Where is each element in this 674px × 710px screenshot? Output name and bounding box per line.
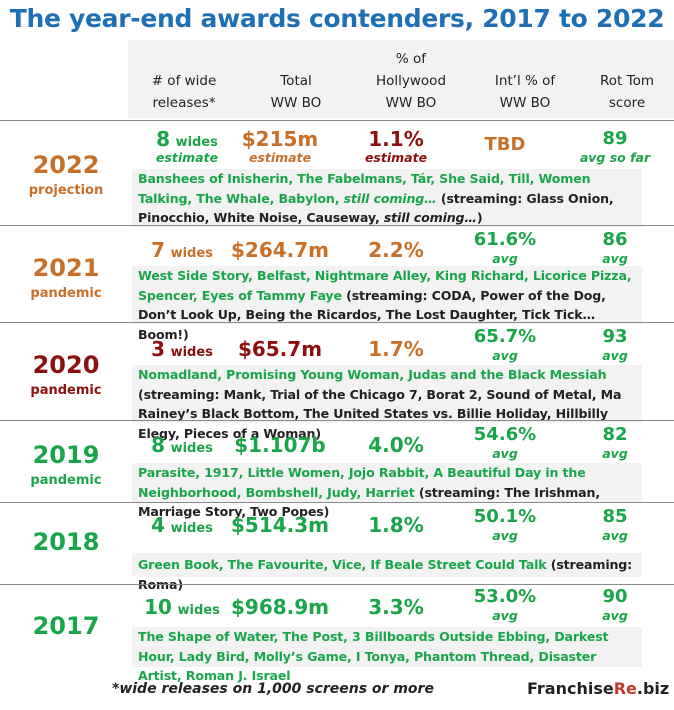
rt-score: 93 avg [602, 326, 628, 363]
year-label: 2022 [32, 151, 100, 179]
pct-hollywood: 2.2% [368, 238, 424, 262]
year-label: 2021 [32, 254, 100, 282]
row-divider [0, 120, 674, 121]
film-list: Banshees of Inisherin, The Fabelmans, Tá… [132, 169, 642, 227]
year-label: 2020 [32, 351, 100, 379]
row-2019: 2019 pandemic 8 wides $1.107b 4.0% 54.6%… [0, 421, 674, 519]
row-2018: 2018 4 wides $514.3m 1.8% 50.1% avg 85 a… [0, 503, 674, 592]
rt-score: 89 avg so far [579, 128, 651, 165]
column-header-band: # of wide releases* Total WW BO % of Hol… [128, 40, 674, 118]
header-wide-releases: # of wide releases* [151, 73, 217, 111]
total-ww-bo: $968.9m [230, 595, 330, 619]
total-ww-bo: $514.3m [230, 513, 330, 537]
rt-score: 86 avg [602, 229, 628, 266]
year-sublabel: projection [28, 183, 104, 198]
pct-hollywood: 1.7% [368, 337, 424, 361]
intl-pct: 54.6% avg [473, 424, 537, 461]
year-label: 2019 [32, 441, 100, 469]
page-title: The year-end awards contenders, 2017 to … [9, 4, 665, 33]
row-divider [0, 322, 674, 323]
pct-hollywood: 3.3% [368, 595, 424, 619]
row-2020: 2020 pandemic 3 wides $65.7m 1.7% 65.7% … [0, 323, 674, 441]
row-divider [0, 420, 674, 421]
total-ww-bo: $65.7m [237, 337, 323, 361]
wide-releases: 4 wides [151, 513, 213, 537]
wide-releases: 8 wides estimate [155, 127, 219, 165]
total-ww-bo: $264.7m [230, 238, 330, 262]
year-sublabel: pandemic [30, 473, 102, 488]
intl-pct: TBD [484, 134, 526, 155]
row-divider [0, 225, 674, 226]
header-total-ww-bo: Total WW BO [270, 73, 322, 111]
row-2021: 2021 pandemic 7 wides $264.7m 2.2% 61.6%… [0, 226, 674, 342]
intl-pct: 53.0% avg [473, 586, 537, 623]
wide-releases: 8 wides [151, 433, 213, 457]
year-sublabel: pandemic [30, 383, 102, 398]
brand-logo: FranchiseRe.biz [527, 679, 670, 698]
wide-releases: 3 wides [151, 337, 213, 361]
total-ww-bo: $215m estimate [241, 127, 319, 165]
row-2017: 2017 10 wides $968.9m 3.3% 53.0% avg 90 … [0, 585, 674, 683]
intl-pct: 61.6% avg [473, 229, 537, 266]
row-divider [0, 584, 674, 585]
year-label: 2018 [32, 528, 100, 556]
film-list: Parasite, 1917, Little Women, Jojo Rabbi… [132, 463, 642, 519]
year-sublabel: pandemic [30, 286, 102, 301]
pct-hollywood: 4.0% [368, 433, 424, 457]
header-rt-score: Rot Tom score [600, 73, 654, 111]
wide-releases: 7 wides [151, 238, 213, 262]
film-list: West Side Story, Belfast, Nightmare Alle… [132, 266, 642, 342]
film-list: Nomadland, Promising Young Woman, Judas … [132, 365, 642, 441]
pct-hollywood: 1.1% estimate [364, 127, 428, 165]
film-list: Green Book, The Favourite, Vice, If Beal… [132, 553, 642, 592]
row-2022: 2022 projection 8 wides estimate $215m e… [0, 121, 674, 227]
header-pct-hollywood: % of Hollywood WW BO [375, 51, 447, 111]
rt-score: 85 avg [602, 506, 628, 543]
pct-hollywood: 1.8% [368, 513, 424, 537]
wide-releases: 10 wides [144, 595, 220, 619]
year-label: 2017 [32, 612, 100, 640]
intl-pct: 65.7% avg [473, 326, 537, 363]
rt-score: 82 avg [602, 424, 628, 461]
total-ww-bo: $1.107b [234, 433, 326, 457]
film-list: The Shape of Water, The Post, 3 Billboar… [132, 627, 642, 683]
footnote: *wide releases on 1,000 screens or more [112, 681, 434, 697]
header-intl-pct: Int’l % of WW BO [494, 73, 556, 111]
intl-pct: 50.1% avg [473, 506, 537, 543]
row-divider [0, 502, 674, 503]
rt-score: 90 avg [602, 586, 628, 623]
